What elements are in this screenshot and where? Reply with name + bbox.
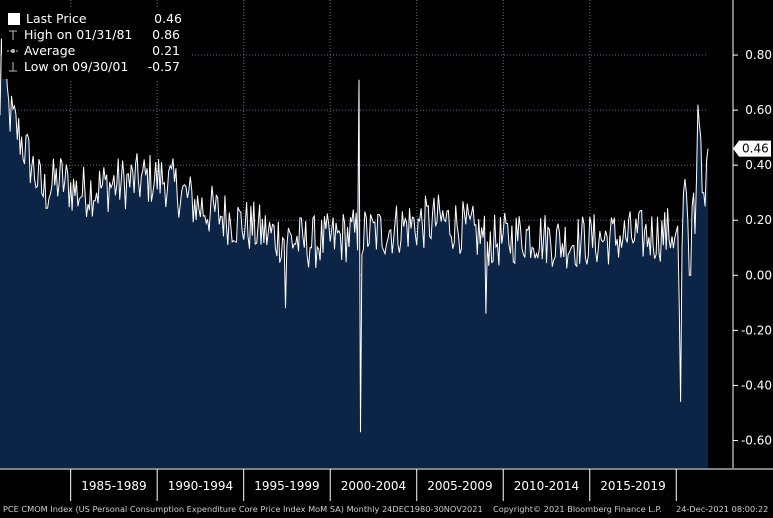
chart: 0.80 0.60 0.40 0.20 0.00 -0.20 -0.40 -0.60 1985… [0,0,773,501]
legend-value: -0.57 [147,59,180,74]
series-line [0,38,709,433]
legend-item-low: Low on 09/30/01 -0.57 [6,59,182,75]
legend-item-last-price: Last Price 0.46 [6,11,182,27]
footer: PCE CMOM Index (US Personal Consumption … [0,501,773,518]
legend-value: 0.21 [152,43,180,58]
y-tick-label-1: 0.60 [745,103,772,117]
average-marker-icon [6,44,20,58]
y-tick-label-5: -0.20 [741,323,772,337]
legend-label: Last Price [26,11,87,26]
series-area-fill [0,38,708,468]
x-tick-label-6: 2015-2019 [600,479,665,493]
high-marker-icon [6,28,20,42]
legend-value: 0.46 [154,11,182,26]
x-tick-label-4: 2005-2009 [427,479,492,493]
last-price-tag-shape [733,140,771,157]
legend-item-high: High on 01/31/81 0.86 [6,27,182,43]
x-tick-label-3: 2000-2004 [341,479,406,493]
y-axis: 0.80 0.60 0.40 0.20 0.00 -0.20 -0.40 -0.60 [732,0,772,468]
y-tick-label-0: 0.80 [745,48,772,62]
last-price-tag-label: 0.46 [742,142,769,156]
y-tick-label-6: -0.40 [741,378,772,392]
legend-item-average: Average 0.21 [6,43,182,59]
x-tick-label-2: 1995-1999 [254,479,319,493]
footer-copyright: Copyright© 2021 Bloomberg Finance L.P. [493,504,662,514]
y-tick-label-7: -0.60 [741,433,772,447]
legend-value: 0.86 [152,27,180,42]
y-tick-label-2: 0.40 [745,158,772,172]
x-tick-label-0: 1985-1989 [81,479,146,493]
x-tick-label-1: 1990-1994 [168,479,233,493]
low-marker-icon [6,60,20,74]
x-axis: 1985-1989 1990-1994 1995-1999 2000-2004 2005… [0,468,773,501]
x-tick-label-5: 2010-2014 [514,479,579,493]
legend: Last Price 0.46 High on 01/31/81 0.86 Av… [2,9,190,79]
legend-label: Low on 09/30/01 [24,59,129,74]
last-price-tag: 0.46 [733,140,771,157]
y-tick-label-4: 0.00 [745,268,772,282]
last-price-swatch-icon [8,13,20,25]
footer-description: PCE CMOM Index (US Personal Consumption … [3,504,483,514]
footer-timestamp: 24-Dec-2021 08:00:22 [676,504,769,514]
legend-label: Average [24,43,76,58]
y-tick-label-3: 0.20 [745,213,772,227]
legend-label: High on 01/31/81 [24,27,133,42]
